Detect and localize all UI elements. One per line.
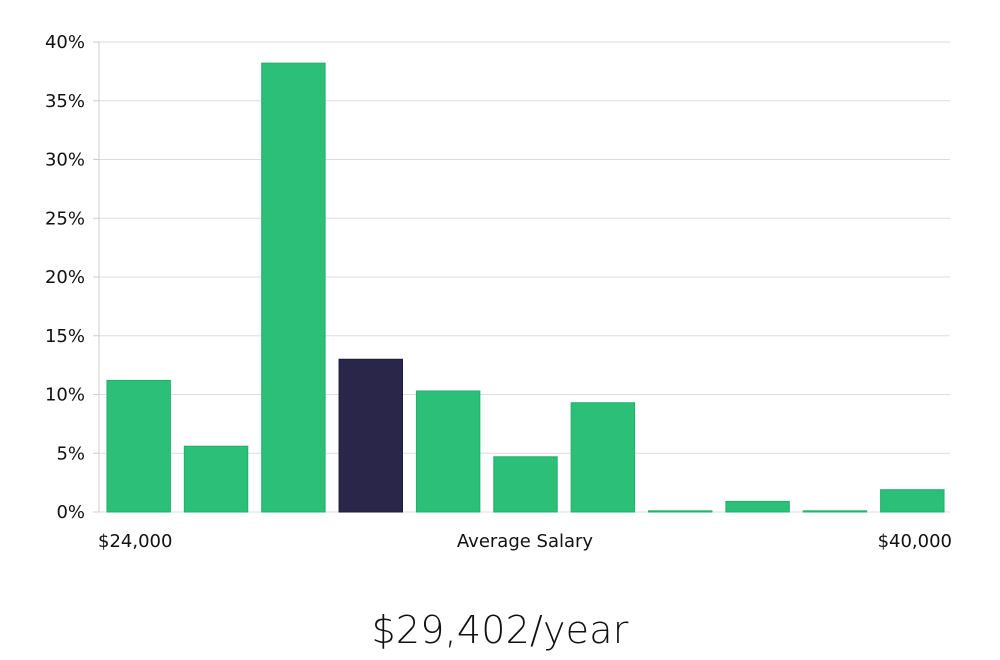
tick-labels: $24,000 Average Salary $40,000 0% 5% 10% 15… — [45, 32, 952, 552]
axes — [93, 41, 100, 513]
bar — [493, 456, 558, 513]
bar — [570, 402, 636, 513]
x-axis-max-label: $40,000 — [878, 531, 952, 552]
bar — [415, 390, 481, 513]
x-axis-title: Average Salary — [457, 531, 594, 552]
bar — [880, 489, 945, 513]
y-tick-label: 15% — [45, 326, 85, 347]
bar — [106, 379, 171, 513]
bars — [106, 62, 945, 513]
y-tick-label: 20% — [45, 267, 85, 288]
salary-histogram-chart: $24,000 Average Salary $40,000 0% 5% 10% 15… — [45, 32, 952, 552]
bar-highlighted — [338, 358, 403, 513]
grid-lines — [99, 41, 950, 513]
x-axis-min-label: $24,000 — [98, 531, 172, 552]
y-tick-label: 40% — [45, 32, 85, 53]
bar — [261, 62, 326, 513]
y-tick-label: 0% — [56, 502, 85, 523]
bar — [183, 445, 249, 513]
y-tick-label: 5% — [56, 443, 85, 464]
bar — [648, 510, 713, 513]
bar — [725, 500, 790, 513]
y-tick-label: 25% — [45, 208, 85, 229]
y-tick-label: 10% — [45, 385, 85, 406]
y-tick-label: 35% — [45, 91, 85, 112]
average-salary-value: $29,402/year — [371, 608, 629, 652]
y-tick-label: 30% — [45, 150, 85, 171]
bar — [802, 510, 868, 513]
